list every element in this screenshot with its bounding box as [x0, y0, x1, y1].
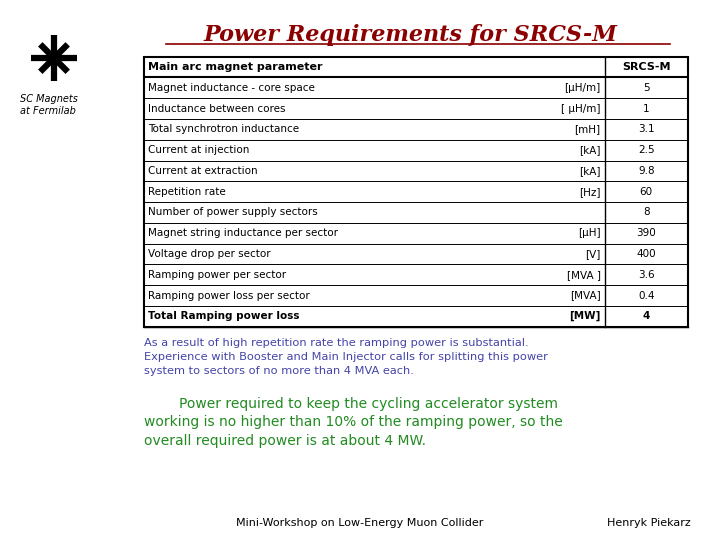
Polygon shape — [74, 52, 80, 64]
Text: 8: 8 — [643, 207, 649, 218]
Text: Henryk Piekarz: Henryk Piekarz — [608, 518, 691, 528]
Text: [μH]: [μH] — [578, 228, 600, 238]
Text: Mini-Workshop on Low-Energy Muon Collider: Mini-Workshop on Low-Energy Muon Collide… — [236, 518, 484, 528]
Text: Power Requirements for SRCS-M: Power Requirements for SRCS-M — [204, 24, 617, 46]
Text: Magnet string inductance per sector: Magnet string inductance per sector — [148, 228, 338, 238]
Text: 0.4: 0.4 — [638, 291, 654, 301]
Text: [MW]: [MW] — [570, 311, 600, 321]
Text: [MVA]: [MVA] — [570, 291, 600, 301]
Text: 9.8: 9.8 — [638, 166, 654, 176]
Text: Magnet inductance - core space: Magnet inductance - core space — [148, 83, 315, 93]
Polygon shape — [28, 52, 34, 64]
Text: Current at extraction: Current at extraction — [148, 166, 258, 176]
Text: Voltage drop per sector: Voltage drop per sector — [148, 249, 271, 259]
Text: 4: 4 — [642, 312, 650, 321]
Text: [Hz]: [Hz] — [579, 187, 600, 197]
Text: Number of power supply sectors: Number of power supply sectors — [148, 207, 318, 218]
Text: 5: 5 — [643, 83, 649, 93]
Text: SC Magnets
at Fermilab: SC Magnets at Fermilab — [20, 94, 78, 116]
Polygon shape — [48, 32, 60, 38]
Text: [MVA ]: [MVA ] — [567, 270, 600, 280]
Text: SRCS-M: SRCS-M — [622, 62, 670, 72]
Text: 400: 400 — [636, 249, 656, 259]
Text: [mH]: [mH] — [575, 124, 600, 134]
Text: Ramping power per sector: Ramping power per sector — [148, 270, 287, 280]
Text: Total synchrotron inductance: Total synchrotron inductance — [148, 124, 300, 134]
Text: Main arc magnet parameter: Main arc magnet parameter — [148, 62, 323, 72]
Text: 390: 390 — [636, 228, 656, 238]
Text: [kA]: [kA] — [579, 145, 600, 155]
Text: Current at injection: Current at injection — [148, 145, 250, 155]
Text: 3.6: 3.6 — [638, 270, 654, 280]
Text: Power required to keep the cycling accelerator system
working is no higher than : Power required to keep the cycling accel… — [144, 397, 563, 448]
Text: [V]: [V] — [585, 249, 600, 259]
Polygon shape — [48, 78, 60, 84]
Text: [kA]: [kA] — [579, 166, 600, 176]
Text: Repetition rate: Repetition rate — [148, 187, 226, 197]
Text: As a result of high repetition rate the ramping power is substantial.
Experience: As a result of high repetition rate the … — [144, 338, 548, 375]
Text: [μH/m]: [μH/m] — [564, 83, 600, 93]
Text: Ramping power loss per sector: Ramping power loss per sector — [148, 291, 310, 301]
Text: 2.5: 2.5 — [638, 145, 654, 155]
Text: 3.1: 3.1 — [638, 124, 654, 134]
Text: 60: 60 — [640, 187, 653, 197]
Text: Inductance between cores: Inductance between cores — [148, 104, 286, 113]
Text: [ μH/m]: [ μH/m] — [561, 104, 600, 113]
Text: Total Ramping power loss: Total Ramping power loss — [148, 312, 300, 321]
Text: 1: 1 — [643, 104, 649, 113]
